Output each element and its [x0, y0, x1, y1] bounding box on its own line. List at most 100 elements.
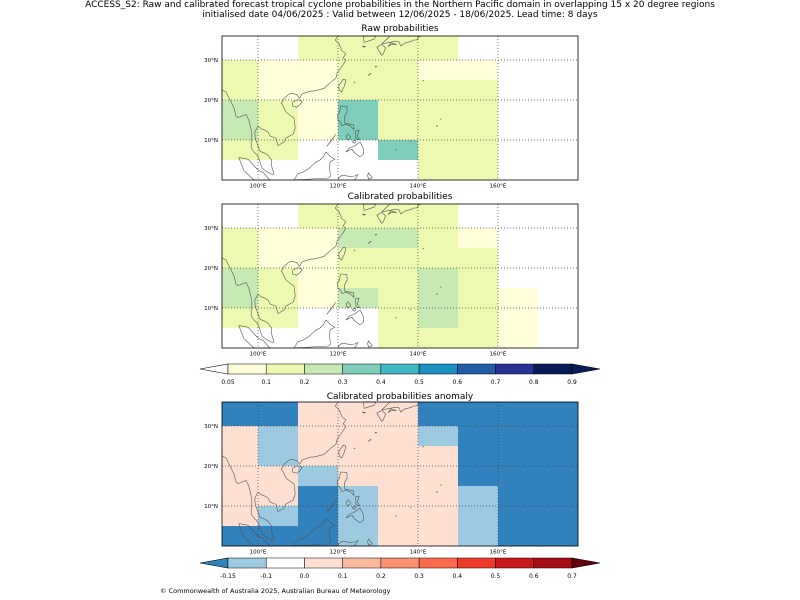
grid-cell	[458, 248, 499, 269]
grid-cell	[258, 60, 299, 81]
colorbar-over-extend	[571, 557, 601, 569]
grid-cell	[378, 36, 419, 61]
grid-cell	[458, 486, 499, 507]
grid-cell	[538, 140, 579, 161]
coastline-segment	[238, 325, 271, 349]
grid-cell	[538, 466, 579, 487]
coastline-segment	[353, 81, 356, 84]
colorbar-tick-label: 0.3	[414, 573, 424, 580]
grid-cell	[498, 328, 539, 349]
grid-cell	[458, 100, 499, 121]
grid-cell	[378, 268, 419, 289]
grid-cell	[338, 466, 379, 487]
x-tick-label: 140°E	[410, 352, 427, 358]
anomaly-panel-title: Calibrated probabilities anomaly	[326, 392, 474, 402]
anomaly-colorbar: -0.15 -0.1 0.0 0.1 0.2 0.3 0.4 0.5 0.6 0.7	[199, 557, 601, 580]
grid-cell	[378, 100, 419, 121]
coastline-segment	[336, 105, 355, 130]
grid-cell	[298, 526, 339, 547]
x-tick-label: 160°E	[490, 550, 507, 556]
coastline-segment	[368, 72, 372, 76]
grid-cell	[498, 228, 539, 249]
grid-cell	[418, 426, 459, 447]
grid-cell	[458, 120, 499, 141]
grid-cell	[378, 160, 419, 181]
grid-cell	[298, 140, 339, 161]
grid-cell	[538, 60, 579, 81]
grid-cells	[222, 204, 579, 349]
grid-cell	[378, 308, 419, 329]
grid-cell	[458, 288, 499, 309]
grid-cell	[298, 268, 339, 289]
grid-cell	[538, 308, 579, 329]
coastline-segment	[292, 465, 303, 474]
coastline-segment	[345, 309, 364, 326]
coastline-segment	[345, 141, 364, 158]
map-frame	[221, 401, 579, 547]
grid-cell	[498, 506, 539, 527]
grid-cell	[222, 140, 259, 161]
grid-cell	[378, 204, 419, 229]
coastline	[221, 203, 442, 349]
grid-cell	[378, 526, 419, 547]
grid-cell	[498, 446, 539, 467]
y-tick-label: 30°N	[204, 226, 218, 232]
coastline-segment	[337, 540, 359, 547]
raw-probabilities-map: 100°E 120°E 140°E 160°E 10°N 20°N 30°N	[204, 35, 579, 190]
coastline-segment	[436, 293, 438, 296]
grid-cell	[418, 402, 459, 427]
colorbar-tick-label: 0.4	[453, 573, 463, 580]
grid-cell	[418, 248, 459, 269]
coastline-segment	[353, 249, 356, 252]
grid-cell	[298, 228, 339, 249]
grid-cell	[338, 100, 379, 121]
grid-cell	[298, 506, 339, 527]
colorbar-tick-label: 0.2	[376, 573, 386, 580]
grid-cell	[458, 446, 499, 467]
grid-cell	[258, 100, 299, 121]
grid-cell	[338, 446, 379, 467]
colorbar-tick-label: 0.1	[338, 573, 348, 580]
coastline-segment	[376, 212, 386, 224]
grid-cell	[458, 526, 499, 547]
grid-cell	[458, 60, 499, 81]
grid-cell	[298, 160, 339, 181]
colorbar-tick-label: 0.2	[300, 379, 310, 386]
colorbar-tick-label: 0.5	[491, 573, 501, 580]
grid-cell	[458, 328, 499, 349]
grid-cell	[222, 308, 259, 329]
grid-cell	[498, 100, 539, 121]
title-line-2: initialised date 04/06/2025 : Valid betw…	[202, 10, 598, 20]
coastline-segment	[362, 411, 366, 414]
colorbar-tick-label: -0.1	[260, 573, 272, 580]
coastline-segment	[387, 408, 397, 414]
grid-cell	[298, 486, 339, 507]
grid-cell	[222, 100, 259, 121]
x-tick-label: 140°E	[410, 550, 427, 556]
grid-cell	[418, 506, 459, 527]
grid-cell	[418, 466, 459, 487]
grid-cell	[222, 268, 259, 289]
colorbar-tick-label: 0.4	[376, 379, 386, 386]
grid-cell	[298, 426, 339, 447]
grid-cell	[538, 402, 579, 427]
grid-cell	[258, 36, 299, 61]
grid-cell	[258, 466, 299, 487]
colorbar-tick-label: 0.6	[453, 379, 463, 386]
grid-cell	[458, 204, 499, 229]
grid-cell	[258, 248, 299, 269]
grid-cell	[418, 308, 459, 329]
y-tick-label: 10°N	[204, 504, 218, 510]
grid-cell	[222, 426, 259, 447]
grid-cell	[258, 402, 299, 427]
grid-cell	[378, 328, 419, 349]
colorbar-tick-label: 0.3	[338, 379, 348, 386]
grid-cell	[418, 120, 459, 141]
colorbar-segment	[304, 557, 343, 569]
grid-cell	[258, 288, 299, 309]
grid-cell	[498, 426, 539, 447]
coastline-segment	[395, 317, 397, 319]
grid-cell	[298, 288, 339, 309]
coastline-segment	[395, 515, 397, 517]
grid-cell	[458, 228, 499, 249]
